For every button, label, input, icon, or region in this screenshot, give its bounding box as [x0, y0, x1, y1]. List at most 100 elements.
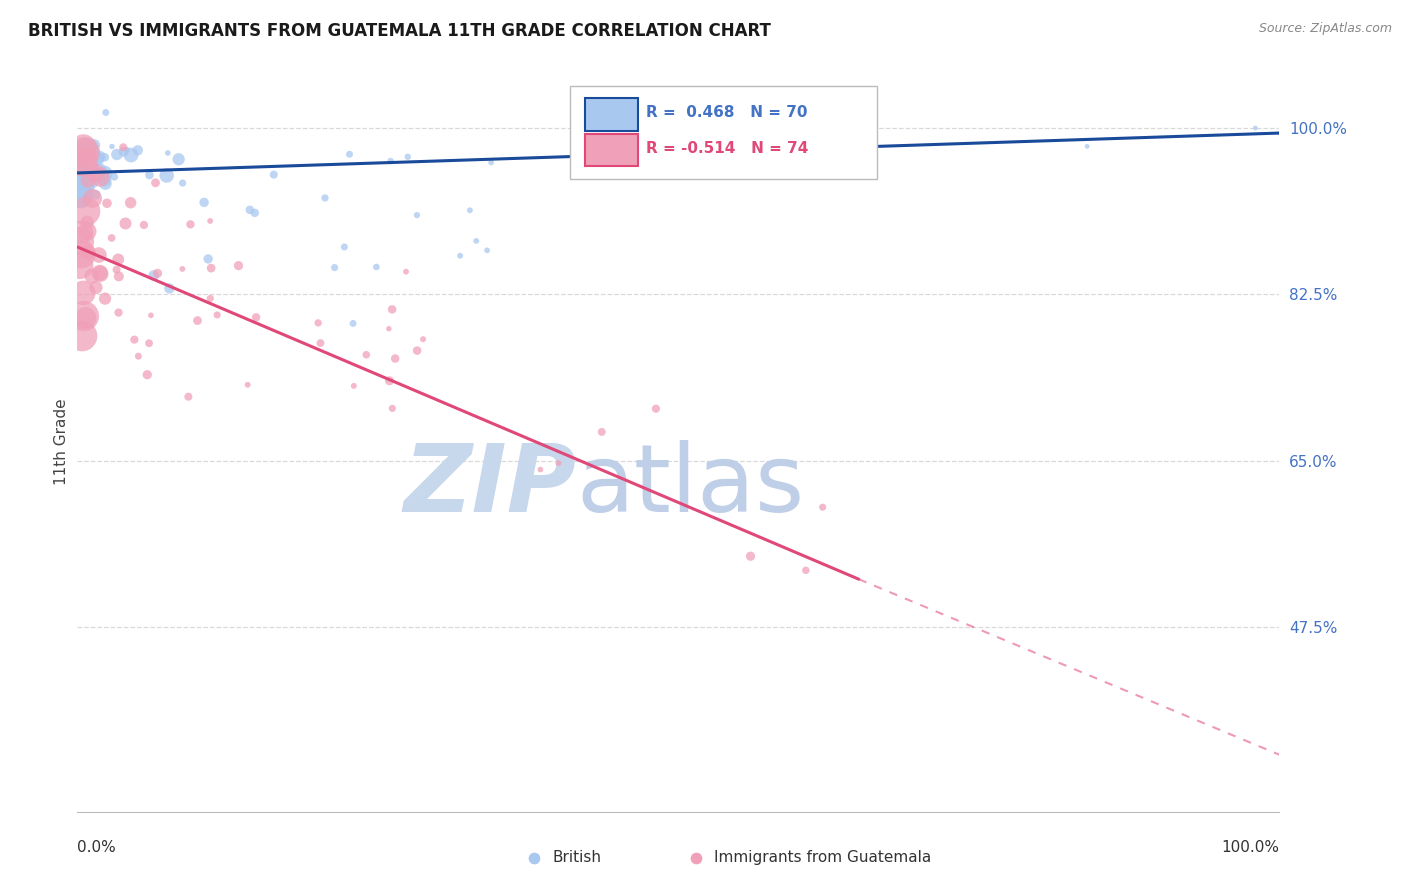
- Point: [79, 149, 101, 163]
- Point: [127, 349, 149, 363]
- Point: [342, 317, 364, 331]
- Point: [70, 169, 93, 184]
- Point: [94, 166, 117, 180]
- Text: Immigrants from Guatemala: Immigrants from Guatemala: [714, 850, 932, 865]
- Point: [406, 208, 429, 222]
- Text: Source: ZipAtlas.com: Source: ZipAtlas.com: [1258, 22, 1392, 36]
- Point: [108, 269, 131, 284]
- Point: [458, 203, 481, 218]
- Point: [112, 140, 135, 154]
- Point: [70, 168, 93, 182]
- Point: [72, 174, 94, 188]
- Point: [94, 105, 117, 120]
- Point: [547, 456, 569, 470]
- Point: [811, 500, 834, 515]
- Point: [73, 145, 96, 160]
- Point: [72, 181, 94, 195]
- Point: [120, 195, 142, 210]
- Point: [84, 166, 107, 180]
- Point: [77, 173, 100, 187]
- Text: British: British: [553, 850, 602, 865]
- Point: [75, 142, 97, 156]
- Point: [412, 332, 434, 346]
- Point: [89, 170, 111, 185]
- Point: [449, 249, 471, 263]
- Point: [146, 266, 169, 280]
- Point: [228, 259, 250, 273]
- Point: [69, 154, 91, 169]
- Point: [87, 152, 110, 166]
- Point: [591, 425, 613, 439]
- Point: [138, 336, 160, 351]
- Point: [89, 150, 111, 164]
- Point: [72, 168, 94, 182]
- Point: [69, 234, 91, 248]
- Point: [124, 333, 146, 347]
- Point: [82, 191, 104, 205]
- Point: [645, 401, 668, 416]
- Point: [343, 379, 366, 393]
- Point: [172, 262, 194, 277]
- Point: [167, 153, 190, 167]
- Point: [239, 202, 262, 217]
- Point: [139, 308, 162, 322]
- Point: [193, 195, 215, 210]
- Point: [634, 121, 657, 136]
- Point: [309, 336, 332, 351]
- Point: [76, 158, 98, 172]
- Point: [103, 169, 125, 184]
- Point: [245, 310, 267, 325]
- Point: [73, 309, 96, 323]
- Point: [395, 265, 418, 279]
- Point: [366, 260, 388, 274]
- Point: [93, 172, 115, 186]
- Point: [84, 280, 107, 294]
- Point: [380, 154, 402, 169]
- Point: [94, 150, 117, 164]
- Point: [529, 462, 551, 476]
- Point: [1268, 126, 1291, 140]
- Point: [72, 285, 94, 300]
- Point: [138, 168, 160, 182]
- Point: [396, 150, 419, 164]
- Point: [89, 266, 111, 280]
- Text: 0.0%: 0.0%: [77, 840, 117, 855]
- Point: [76, 215, 98, 229]
- Y-axis label: 11th Grade: 11th Grade: [53, 398, 69, 485]
- Point: [112, 145, 135, 159]
- Point: [70, 225, 93, 239]
- Point: [127, 144, 149, 158]
- Point: [83, 137, 105, 152]
- Point: [70, 189, 93, 203]
- Point: [69, 259, 91, 273]
- Point: [156, 146, 179, 161]
- Point: [236, 377, 259, 392]
- Point: [740, 549, 762, 564]
- Text: R = -0.514   N = 74: R = -0.514 N = 74: [645, 141, 808, 156]
- Point: [114, 217, 136, 231]
- Point: [105, 262, 128, 277]
- Text: R =  0.468   N = 70: R = 0.468 N = 70: [645, 105, 807, 120]
- Point: [120, 148, 142, 162]
- Point: [72, 140, 94, 154]
- Point: [70, 247, 93, 261]
- Point: [1076, 139, 1098, 153]
- Point: [406, 343, 429, 358]
- Point: [384, 351, 406, 366]
- Point: [263, 168, 285, 182]
- Point: [80, 153, 103, 168]
- Point: [156, 169, 179, 183]
- Text: ZIP: ZIP: [404, 440, 576, 532]
- Point: [107, 305, 129, 319]
- Point: [197, 252, 219, 266]
- Point: [70, 329, 93, 343]
- Point: [94, 292, 117, 306]
- Point: [200, 292, 222, 306]
- Point: [70, 169, 93, 183]
- Point: [77, 147, 100, 161]
- Text: 100.0%: 100.0%: [1222, 840, 1279, 855]
- Point: [73, 156, 96, 170]
- Point: [794, 563, 817, 577]
- Point: [73, 159, 96, 173]
- Point: [205, 308, 228, 322]
